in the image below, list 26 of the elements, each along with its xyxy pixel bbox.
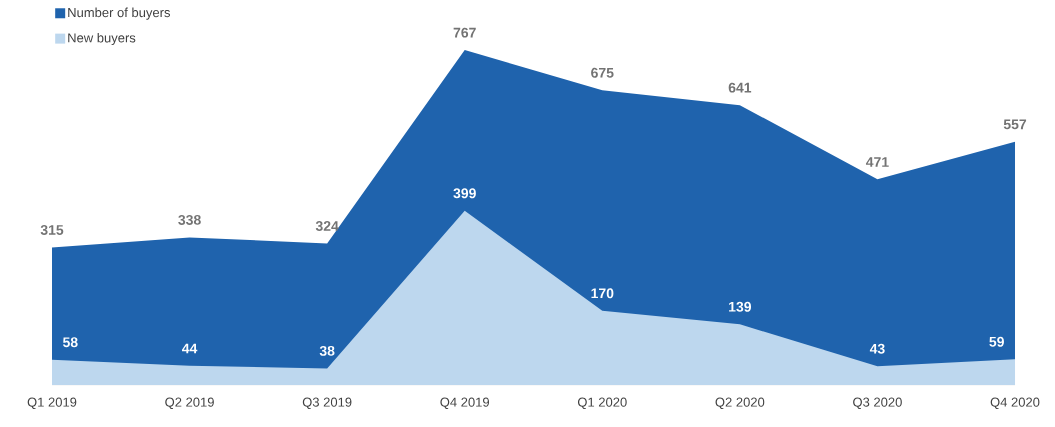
- x-tick-label: Q2 2019: [165, 397, 214, 410]
- data-label: 641: [728, 82, 752, 93]
- x-tick-label: Q2 2020: [715, 397, 765, 410]
- data-label: 139: [729, 301, 752, 312]
- data-label: 59: [989, 336, 1004, 347]
- x-tick-label: Q4 2020: [990, 397, 1040, 410]
- data-label: 43: [869, 343, 885, 354]
- data-label: 338: [178, 214, 201, 225]
- data-label: 324: [315, 221, 339, 231]
- x-tick-label: Q1 2020: [577, 397, 627, 410]
- data-label: 471: [865, 157, 889, 167]
- data-label: 38: [319, 345, 335, 356]
- data-label: 767: [453, 27, 476, 38]
- data-label: 170: [591, 288, 614, 299]
- x-tick-label: Q3 2019: [302, 397, 352, 410]
- data-label: 44: [182, 343, 198, 354]
- legend-label: Number of buyers: [68, 7, 171, 20]
- data-label: 557: [1003, 119, 1027, 130]
- data-label: 315: [40, 224, 64, 235]
- x-tick-label: Q3 2020: [853, 397, 902, 410]
- data-label: 399: [453, 188, 476, 199]
- x-tick-label: Q4 2019: [440, 397, 490, 410]
- data-label: 58: [62, 337, 78, 348]
- x-tick-label: Q1 2019: [27, 397, 77, 410]
- legend-label: New buyers: [68, 32, 136, 46]
- data-label: 675: [591, 67, 614, 78]
